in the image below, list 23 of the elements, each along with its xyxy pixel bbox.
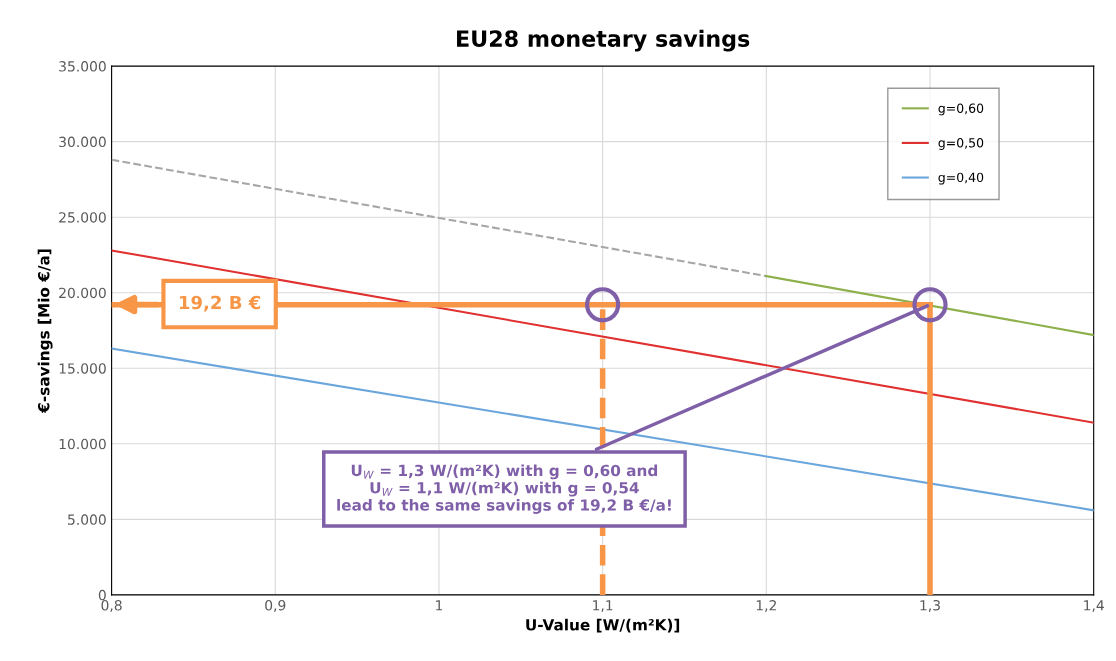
x-axis-title: U-Value [W/(m²K)]	[526, 618, 680, 633]
legend-label: g=0,60	[938, 103, 984, 116]
x-tick-label: 1,2	[756, 600, 776, 612]
y-tick-label: 35.000	[59, 61, 106, 72]
legend-label: g=0,50	[938, 138, 984, 150]
y-axis-title: €-savings [Mio €/a]	[37, 249, 53, 414]
annotation: 19,2 B €	[179, 295, 261, 312]
y-tick-label: 20.000	[59, 287, 106, 299]
x-tick-label: 0,8	[101, 600, 122, 612]
x-tick-label: 0,9	[265, 600, 286, 612]
annotation: U$_{W}$ = 1,3 W/(m²K) with g = 0,60 and U$_{W}$ = 1,1 W/(m²K) with g = 0,54 lead to the same savings of 19,2 B €/a!	[337, 464, 671, 514]
chart-title: EU28 monetary savings	[457, 29, 750, 52]
x-tick-label: 1	[436, 600, 443, 611]
y-tick-label: 15.000	[59, 363, 106, 374]
x-tick-label: 1,1	[593, 600, 613, 612]
x-tick-label: 1,3	[920, 600, 940, 612]
y-tick-label: 10.000	[59, 438, 106, 450]
y-tick-label: 25.000	[59, 212, 106, 223]
y-tick-label: 30.000	[59, 136, 106, 148]
y-tick-label: 5.000	[68, 514, 106, 525]
x-tick-label: 1,4	[1084, 600, 1104, 612]
y-tick-label: 0	[98, 589, 106, 601]
legend-label: g=0,40	[938, 172, 984, 185]
